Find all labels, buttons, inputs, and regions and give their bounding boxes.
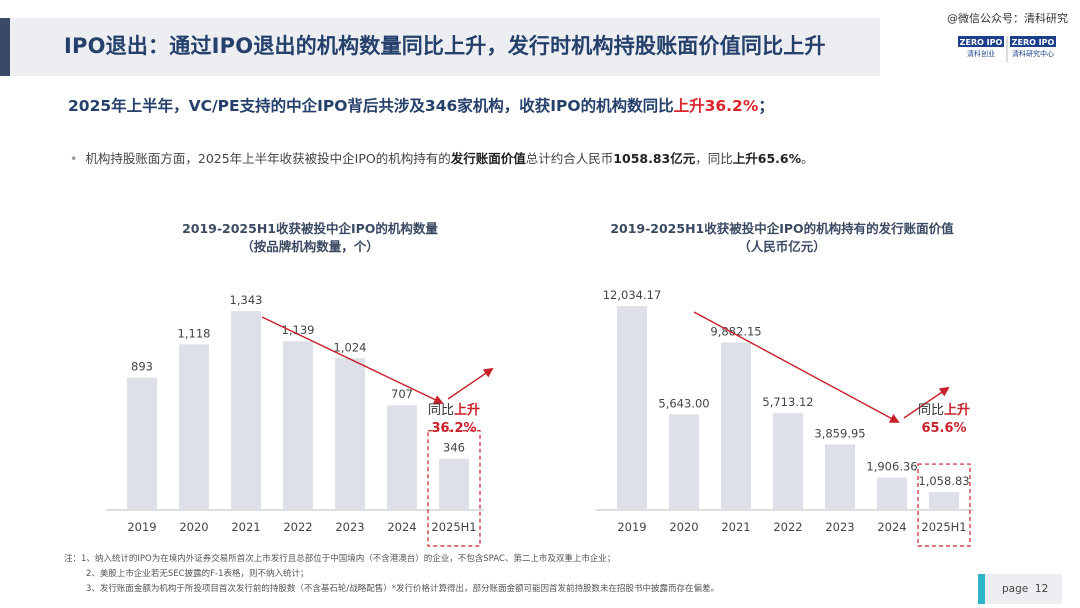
chart2-value-label: 1,058.83	[918, 474, 969, 488]
footnote-2: 2、美股上市企业若无SEC披露的F-1表格，则不纳入统计；	[86, 569, 309, 579]
chart2-title: 2019-2025H1收获被投中企IPO的机构持有的发行账面价值	[610, 221, 954, 236]
chart1-value-label: 707	[391, 387, 413, 401]
chart2-tick-label: 2023	[825, 520, 854, 534]
chart1-bar	[439, 458, 469, 510]
chart1-bar	[231, 311, 261, 510]
chart1-tick-label: 2020	[179, 520, 208, 534]
chart1-value-label: 1,118	[178, 326, 211, 340]
chart1-subtitle: （按品牌机构数量，个）	[241, 239, 379, 254]
chart2-tick-label: 2025H1	[921, 520, 966, 534]
chart1-bar	[127, 377, 157, 510]
chart2-tick-label: 2020	[669, 520, 698, 534]
chart2-value-label: 5,713.12	[762, 395, 813, 409]
chart2-bar	[669, 414, 699, 510]
chart1-tick-label: 2023	[335, 520, 364, 534]
chart1-tick-label: 2019	[127, 520, 156, 534]
zeroipo-logo: ZERO IPO 清科创业 ZERO IPO 清科研究中心	[958, 36, 1056, 62]
chart2-bar	[617, 306, 647, 510]
watermark: @微信公众号：清科研究	[947, 12, 1068, 25]
chart1-title: 2019-2025H1收获被投中企IPO的机构数量	[182, 221, 438, 236]
page-number: page 12	[1002, 583, 1049, 595]
title-accent-bar	[0, 18, 10, 76]
key-highlight: 2025年上半年，VC/PE支持的中企IPO背后共涉及346家机构，收获IPO的…	[68, 97, 774, 115]
chart1-annotation-value: 36.2%	[431, 421, 476, 436]
chart2-rise-arrow	[903, 386, 950, 419]
chart2-value-label: 9,882.15	[710, 324, 761, 338]
chart1-tick-label: 2024	[387, 520, 416, 534]
chart2-trend-arrow	[693, 311, 900, 423]
chart1-value-label: 346	[443, 441, 465, 455]
chart1-highlight-box	[427, 430, 481, 547]
page-accent	[978, 574, 985, 604]
chart2-bar	[773, 413, 803, 510]
chart1-bar	[335, 358, 365, 510]
footnote-3: 3、发行账面金额为机构于所投项目首次发行前的持股数（不含基石轮/战略配售）*发行…	[86, 584, 720, 594]
chart1-bar-chart: 893 2019 1,118 2020 1,343 2021 1,139 2022 1,024 2…	[106, 293, 494, 547]
chart2-bar	[825, 444, 855, 510]
page-tab	[978, 574, 1062, 604]
footnote-1: 注：1、纳入统计的IPO为在境内外证券交易所首次上市发行且总部位于中国境内（不含…	[64, 554, 616, 564]
chart1-tick-label: 2021	[231, 520, 260, 534]
chart2-bar	[929, 492, 959, 510]
chart2-tick-label: 2024	[877, 520, 906, 534]
chart2-bar	[877, 477, 907, 510]
chart2-annotation-value: 65.6%	[921, 421, 966, 436]
svg-text:ZERO IPO: ZERO IPO	[960, 38, 1003, 47]
chart2-bar	[721, 342, 751, 510]
chart2-annotation-change: 同比上升	[918, 402, 970, 418]
chart1-tick-label: 2025H1	[431, 520, 476, 534]
bullet-point: • 机构持股账面方面，2025年上半年收获被投中企IPO的机构持有的发行账面价值总…	[70, 151, 814, 166]
svg-text:ZERO IPO: ZERO IPO	[1012, 38, 1055, 47]
chart2-value-label: 3,859.95	[814, 427, 865, 441]
chart2-tick-label: 2021	[721, 520, 750, 534]
chart1-bar	[387, 405, 417, 510]
chart2-tick-label: 2022	[773, 520, 802, 534]
chart1-bar	[179, 344, 209, 510]
chart1-value-label: 1,343	[230, 293, 263, 307]
chart2-tick-label: 2019	[617, 520, 646, 534]
chart1-rise-arrow	[447, 367, 494, 400]
chart2-subtitle: （人民币亿元）	[738, 239, 826, 254]
logo-sub2: 清科研究中心	[1012, 49, 1054, 58]
chart2-value-label: 12,034.17	[603, 288, 662, 302]
chart1-value-label: 1,024	[334, 340, 367, 354]
chart2-highlight-box	[917, 463, 971, 547]
chart1-bar	[283, 341, 313, 510]
chart1-annotation-change: 同比上升	[428, 402, 480, 418]
chart2-value-label: 5,643.00	[658, 396, 709, 410]
chart1-value-label: 893	[131, 360, 153, 374]
chart1-trend-arrow	[261, 316, 444, 405]
logo-sub: 清科创业	[967, 49, 995, 58]
chart2-title-block: 2019-2025H1收获被投中企IPO的机构持有的发行账面价值 （人民币亿元）	[572, 220, 992, 256]
chart1-title-block: 2019-2025H1收获被投中企IPO的机构数量 （按品牌机构数量，个）	[110, 220, 510, 256]
footnotes: 注：1、纳入统计的IPO为在境内外证券交易所首次上市发行且总部位于中国境内（不含…	[64, 552, 719, 597]
title-band	[10, 18, 880, 76]
chart1-value-label: 1,139	[282, 323, 315, 337]
page-title: IPO退出：通过IPO退出的机构数量同比上升，发行时机构持股账面价值同比上升	[64, 34, 826, 58]
chart2-value-label: 1,906.36	[866, 460, 917, 474]
chart2-bar-chart: 12,034.17 2019 5,643.00 2020 9,882.15 2021 5,7…	[596, 288, 974, 547]
chart1-tick-label: 2022	[283, 520, 312, 534]
